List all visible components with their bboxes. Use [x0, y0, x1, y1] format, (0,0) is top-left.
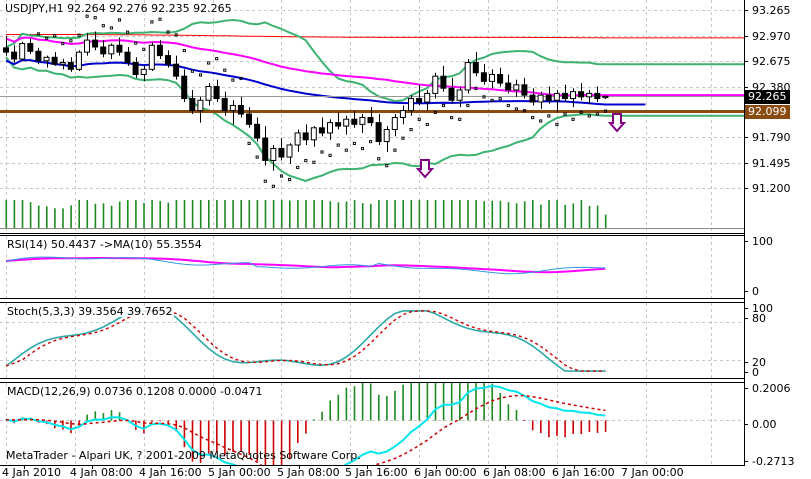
- time-tick-mark: [92, 466, 93, 469]
- time-tick-mark: [161, 466, 162, 469]
- level-price-badge[interactable]: 92.099: [745, 105, 790, 119]
- time-tick-label: 7 Jan 00:00: [621, 466, 684, 479]
- price-pane[interactable]: [0, 0, 745, 234]
- price-tick-label: 91.200: [752, 182, 791, 195]
- last-price-badge: 92.265: [745, 90, 790, 104]
- scale-tick-mark: [744, 461, 748, 462]
- macd-scale-max: 0.2006: [752, 382, 791, 395]
- macd-scale-zero: 0.00: [752, 418, 777, 431]
- macd-pane[interactable]: [0, 382, 745, 466]
- scale-tick-mark: [744, 241, 748, 242]
- stoch-scale-100: 100: [752, 302, 773, 315]
- time-tick-mark: [230, 466, 231, 469]
- price-tick-label: 92.970: [752, 30, 791, 43]
- time-tick-mark: [24, 466, 25, 469]
- price-tick-mark: [744, 137, 748, 138]
- time-tick-label: 6 Jan 16:00: [552, 466, 615, 479]
- scale-tick-mark: [744, 388, 748, 389]
- time-tick-label: 6 Jan 00:00: [414, 466, 477, 479]
- price-tick-label: 91.495: [752, 157, 791, 170]
- scale-tick-mark: [744, 318, 748, 319]
- time-tick-mark: [299, 466, 300, 469]
- watermark-text: MetaTrader - Alpari UK, ? 2001-2009 Meta…: [6, 449, 361, 462]
- time-tick-label: 5 Jan 16:00: [345, 466, 408, 479]
- time-tick-mark: [436, 466, 437, 469]
- time-tick-label: 5 Jan 00:00: [208, 466, 271, 479]
- scale-tick-mark: [744, 308, 748, 309]
- time-tick-label: 4 Jan 2010: [2, 466, 61, 479]
- price-tick-label: 91.790: [752, 131, 791, 144]
- time-tick-label: 4 Jan 16:00: [139, 466, 202, 479]
- stochastic-label: Stoch(5,3,3) 39.3564 39.7652: [6, 305, 174, 318]
- macd-scale-min: -0.2713: [752, 455, 795, 468]
- time-tick-label: 4 Jan 08:00: [70, 466, 133, 479]
- rsi-label: RSI(14) 50.4437 ->MA(10) 55.3554: [6, 238, 203, 251]
- scale-tick-mark: [744, 372, 748, 373]
- scale-tick-mark: [744, 291, 748, 292]
- price-tick-label: 93.265: [752, 4, 791, 17]
- price-tick-mark: [744, 87, 748, 88]
- price-tick-label: 92.380: [752, 81, 791, 94]
- time-tick-label: 5 Jan 08:00: [277, 466, 340, 479]
- price-chart-canvas: [0, 0, 744, 233]
- stoch-scale-20: 20: [752, 356, 766, 369]
- macd-chart-canvas: [0, 383, 744, 465]
- rsi-scale-0: 0: [752, 285, 759, 298]
- rsi-scale-100: 100: [752, 235, 773, 248]
- time-tick-mark: [367, 466, 368, 469]
- time-tick-mark: [574, 466, 575, 469]
- symbol-header-label: USDJPY,H1 92.264 92.276 92.235 92.265: [4, 2, 233, 15]
- scale-tick-mark: [744, 424, 748, 425]
- stoch-scale-0: 0: [752, 366, 759, 379]
- price-tick-mark: [744, 61, 748, 62]
- time-tick-label: 6 Jan 08:00: [483, 466, 546, 479]
- price-tick-mark: [744, 10, 748, 11]
- price-tick-label: 92.675: [752, 55, 791, 68]
- scale-tick-mark: [744, 362, 748, 363]
- price-tick-mark: [744, 36, 748, 37]
- price-tick-mark: [744, 188, 748, 189]
- stoch-scale-80: 80: [752, 312, 766, 325]
- rsi-chart-canvas: [5, 236, 712, 298]
- stochastic-chart-canvas: [0, 303, 744, 378]
- time-scale-axis[interactable]: 4 Jan 2010 4 Jan 08:00 4 Jan 16:00 5 Jan 00…: [0, 466, 811, 479]
- price-tick-mark: [744, 163, 748, 164]
- macd-label: MACD(12,26,9) 0.0736 0.1208 0.0000 -0.04…: [6, 385, 264, 398]
- price-scale-axis[interactable]: 93.265 92.970 92.675 92.380 91.790 91.495 91.2…: [744, 0, 811, 479]
- time-tick-mark: [505, 466, 506, 469]
